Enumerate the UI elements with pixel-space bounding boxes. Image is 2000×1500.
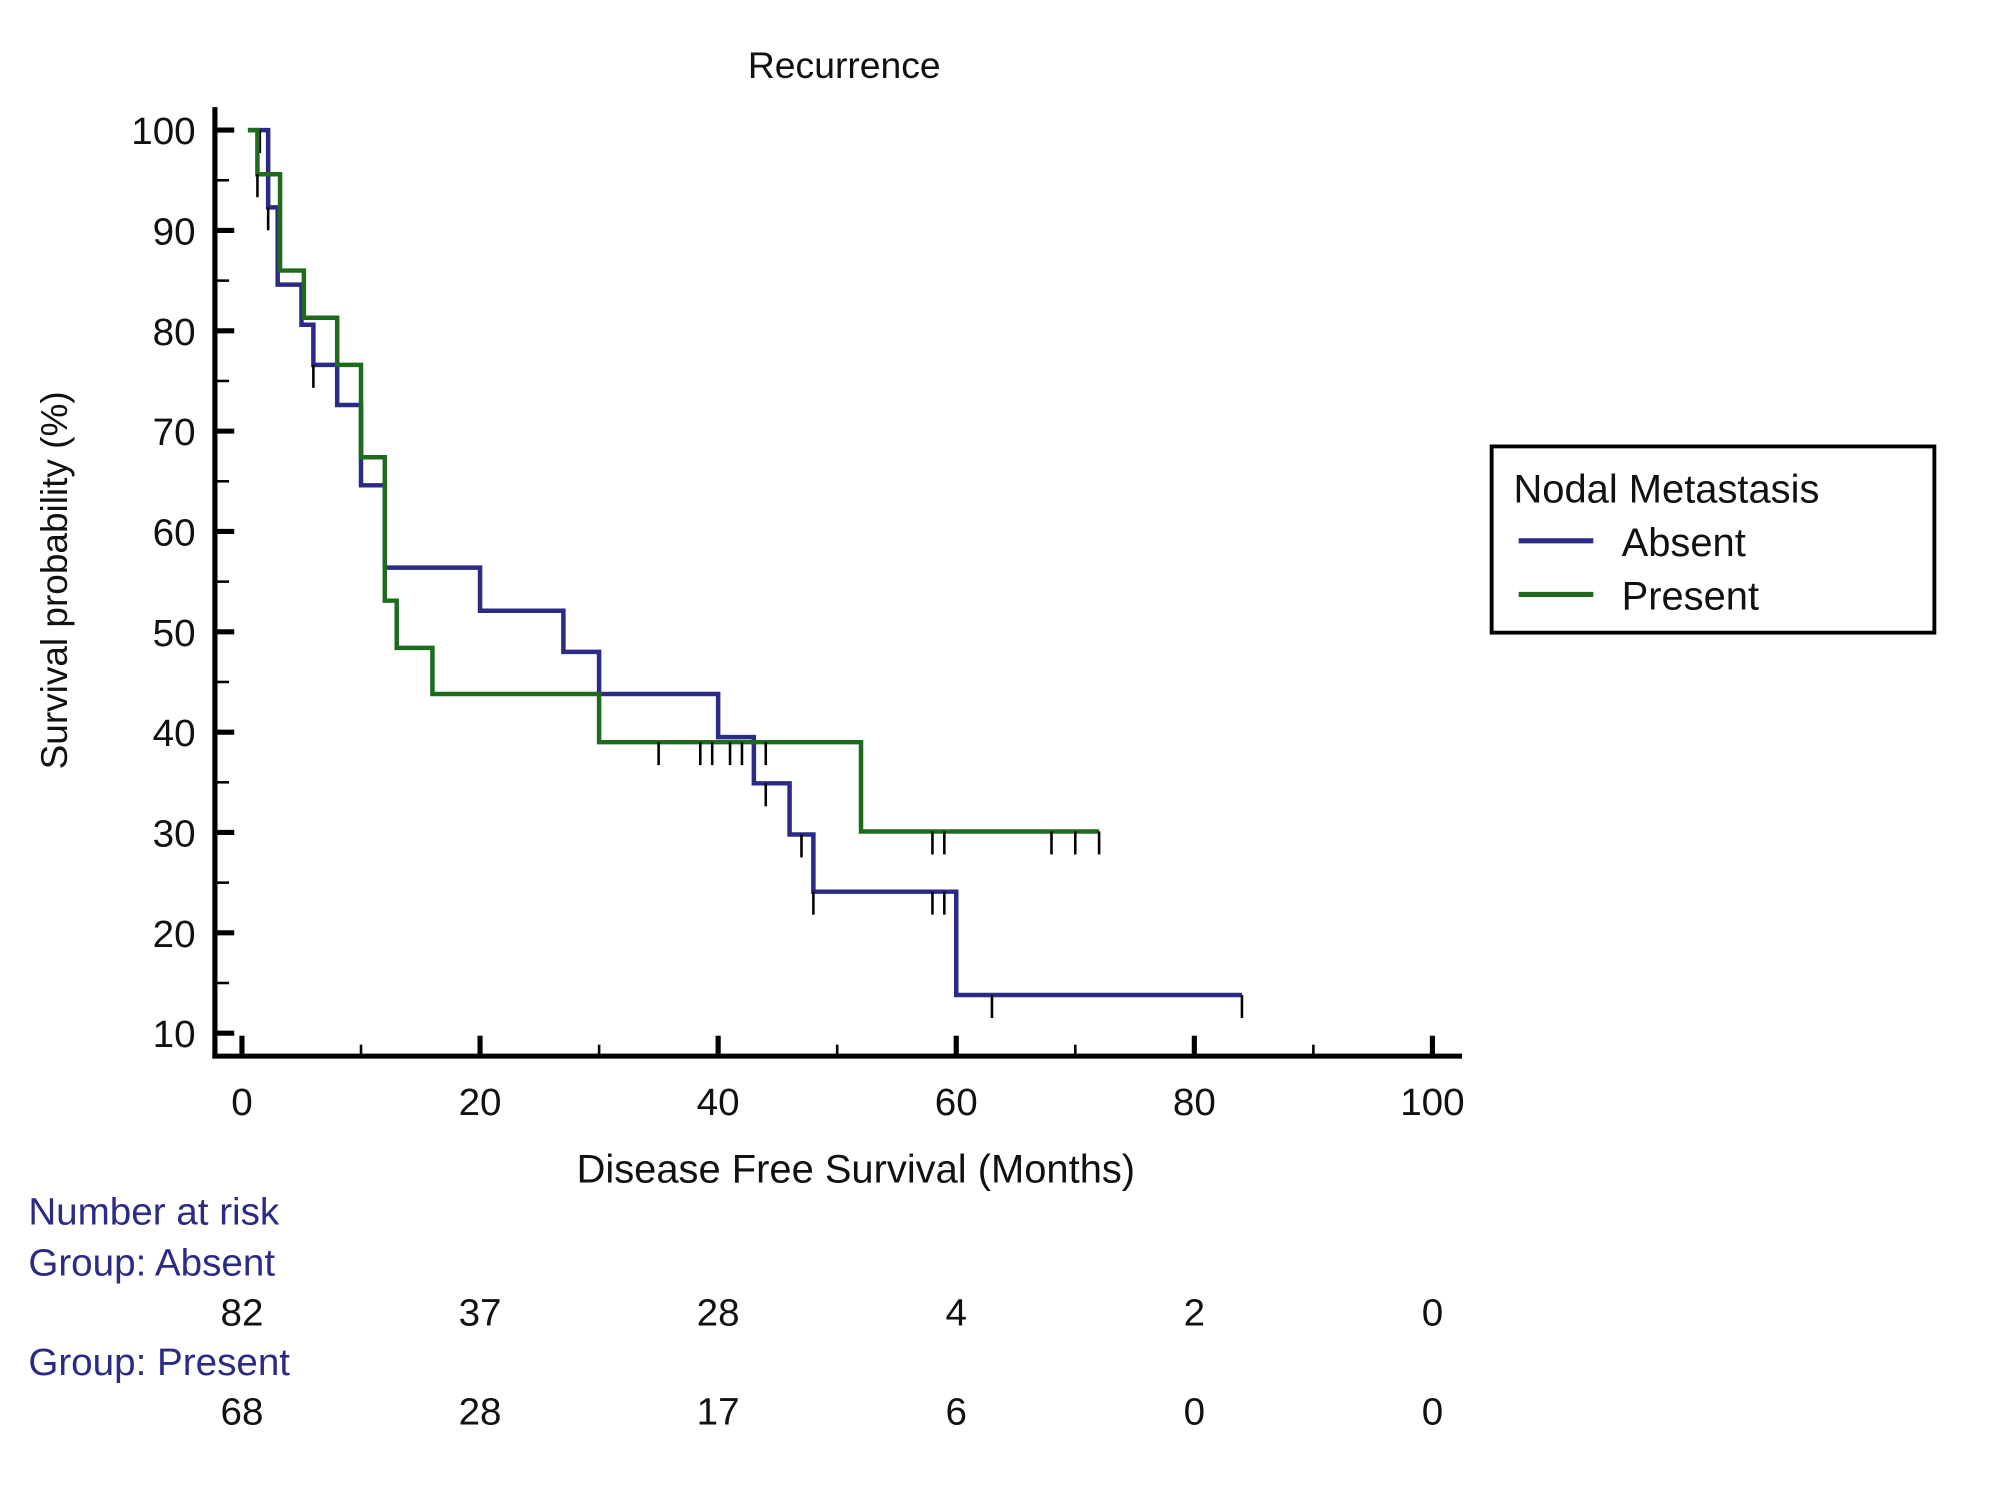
risk-value: 6: [946, 1391, 967, 1434]
risk-value: 28: [459, 1391, 502, 1434]
risk-value: 37: [459, 1291, 502, 1334]
series-group: [247, 127, 1244, 1018]
x-axis-label: Disease Free Survival (Months): [577, 1148, 1136, 1192]
x-tick-label: 40: [697, 1081, 740, 1124]
x-tick-label: 60: [935, 1081, 978, 1124]
y-tick-label: 50: [153, 612, 196, 655]
legend-title: Nodal Metastasis: [1514, 468, 1820, 512]
risk-value: 82: [220, 1291, 263, 1334]
risk-value: 17: [697, 1391, 740, 1434]
risk-table-title: Number at risk: [28, 1191, 280, 1234]
y-tick-label: 60: [153, 512, 196, 555]
x-tick-label: 0: [231, 1081, 252, 1124]
x-tick-label: 20: [459, 1081, 502, 1124]
chart-title: Recurrence: [748, 44, 941, 86]
y-tick-label: 30: [153, 813, 196, 856]
risk-value: 68: [220, 1391, 263, 1434]
legend-label-present: Present: [1622, 575, 1759, 619]
y-tick-label: 70: [153, 411, 196, 454]
risk-group-present-label: Group: Present: [28, 1341, 290, 1384]
y-tick-label: 20: [153, 913, 196, 956]
number-at-risk-table: Number at risk Group: Absent Group: Pres…: [28, 1191, 1443, 1434]
axes: 10 20 30 40 50 60 70 80 90 100 0 20 40 60 80 100: [131, 107, 1465, 1124]
y-axis-label: Survival probability (%): [33, 391, 75, 769]
survival-curve-absent: [247, 127, 1242, 998]
risk-value: 28: [697, 1291, 740, 1334]
risk-value: 0: [1422, 1391, 1443, 1434]
risk-group-absent-label: Group: Absent: [28, 1242, 275, 1285]
x-tick-label: 80: [1173, 1081, 1216, 1124]
y-tick-label: 90: [153, 211, 196, 254]
risk-value: 2: [1184, 1291, 1205, 1334]
y-tick-label: 100: [131, 110, 195, 153]
y-tick-label: 10: [153, 1013, 196, 1056]
x-tick-label: 100: [1400, 1081, 1464, 1124]
risk-value: 0: [1184, 1391, 1205, 1434]
y-tick-label: 40: [153, 712, 196, 755]
risk-value: 4: [946, 1291, 967, 1334]
legend-label-absent: Absent: [1622, 521, 1746, 565]
survival-curve-present: [247, 127, 1100, 834]
y-tick-label: 80: [153, 311, 196, 354]
legend: Nodal Metastasis Absent Present: [1489, 444, 1937, 635]
risk-value: 0: [1422, 1291, 1443, 1334]
